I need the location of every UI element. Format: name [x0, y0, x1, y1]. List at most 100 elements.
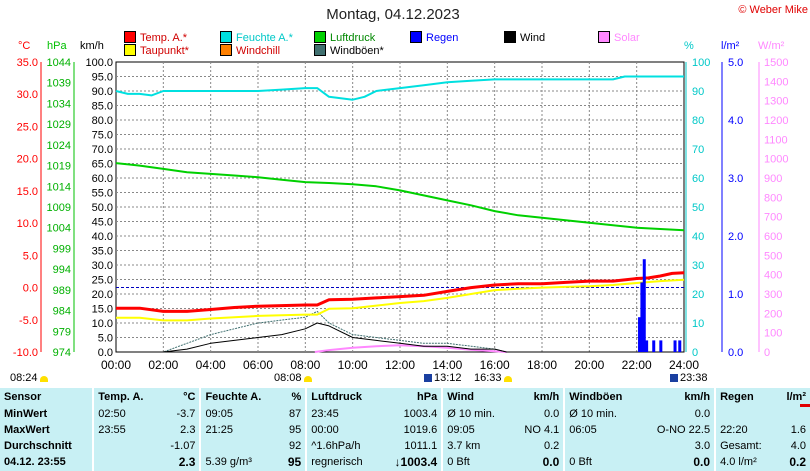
legend-item: Regen [410, 31, 458, 44]
stats-cell: 02:50 [92, 406, 160, 423]
temp-tick-label: 0.0 [23, 283, 38, 295]
sun-icon [503, 376, 512, 382]
wind-tick-label: 40.0 [92, 231, 113, 243]
wind-tick-label: 30.0 [92, 260, 113, 272]
rain-bar [640, 282, 644, 352]
noon-time: 13:12 [434, 372, 462, 384]
x-tick-label: 10:00 [338, 358, 368, 372]
stats-cell: 2.3 [178, 455, 196, 470]
moonset-time: 23:38 [680, 372, 708, 384]
x-tick-label: 16:00 [480, 358, 510, 372]
stats-row-label: Durchschnitt [4, 440, 72, 453]
temp-tick-label: 35.0 [17, 57, 38, 69]
stats-cell [199, 438, 280, 455]
moonset-marker: 23:38 [670, 372, 708, 384]
legend-item: Windchill [220, 44, 280, 57]
stats-cell: 0.2 [543, 440, 560, 453]
stats-cell: 0.0 [543, 407, 560, 420]
stats-cell: NO 4.1 [524, 424, 560, 436]
stats-cell: 5.39 g/m³ [199, 454, 280, 471]
solar-tick-label: 300 [764, 289, 782, 301]
stats-row-label: MinWert [4, 407, 48, 420]
stats-cell: 1003.4 [403, 407, 438, 420]
temp-tick-label: 25.0 [17, 121, 38, 133]
chart-title: Montag, 04.12.2023 [0, 6, 810, 23]
stats-cell: 22:20 [714, 422, 777, 439]
rain-bar [673, 340, 677, 352]
pressure-tick-label: 1044 [47, 57, 71, 69]
wind-tick-label: 25.0 [92, 275, 113, 287]
copyright-label: © Weber Mike [738, 4, 808, 16]
solar-tick-label: 1000 [764, 154, 788, 166]
solar-tick-label: 1500 [764, 57, 788, 69]
rain-bar [659, 340, 663, 352]
x-tick-label: 22:00 [622, 358, 652, 372]
stats-cell: 0.0 [694, 407, 711, 420]
solar-tick-label: 700 [764, 212, 782, 224]
wind-tick-label: 20.0 [92, 289, 113, 301]
stats-header-hum: Feuchte A. [199, 388, 280, 407]
wind-tick-label: 70.0 [92, 144, 113, 156]
humidity-tick-label: 10 [692, 318, 704, 330]
humidity-tick-label: 90 [692, 86, 704, 98]
stats-cell: 4.0 [790, 440, 806, 453]
pressure-tick-label: 999 [53, 243, 71, 255]
legend-item: Luftdruck [314, 31, 375, 44]
stats-cell: 95 [288, 424, 302, 436]
legend-swatch [504, 31, 516, 43]
pressure-tick-label: 979 [53, 326, 71, 338]
humidity-tick-label: 30 [692, 260, 704, 272]
rain-bar [652, 340, 656, 352]
series-line-luftdruck [115, 162, 685, 232]
temp-unit-label: °C [18, 40, 31, 52]
humidity-tick-label: 50 [692, 202, 704, 214]
stats-header-wind: Wind [441, 388, 512, 407]
legend-label: Taupunkt* [140, 45, 189, 57]
stats-cell: 92 [288, 440, 302, 453]
wind-tick-label: 90.0 [92, 86, 113, 98]
stats-cell: 4.0 l/m² [714, 454, 777, 471]
legend-swatch [314, 44, 326, 56]
legend-label: Feuchte A.* [236, 32, 293, 44]
wind-unit-label: km/h [80, 40, 104, 52]
rain-bar [638, 317, 642, 352]
solar-tick-label: 400 [764, 270, 782, 282]
pressure-tick-label: 1014 [47, 181, 71, 193]
humidity-tick-label: 70 [692, 144, 704, 156]
pressure-tick-label: 1034 [47, 98, 71, 110]
wind-tick-label: 55.0 [92, 188, 113, 200]
humidity-tick-label: 40 [692, 231, 704, 243]
temp-tick-label: 15.0 [17, 186, 38, 198]
stats-cell: 06:05 [563, 422, 640, 439]
stats-cell: 0.2 [789, 455, 806, 470]
temp-tick-label: 10.0 [17, 218, 38, 230]
pressure-tick-label: 989 [53, 285, 71, 297]
rain-bar [642, 259, 646, 352]
pressure-tick-label: 1019 [47, 161, 71, 173]
moon-icon [424, 374, 432, 382]
stats-header-temp: Temp. A. [92, 388, 160, 407]
legend-label: Wind [520, 32, 546, 44]
stats-cell: 09:05 [441, 422, 512, 439]
temp-tick-label: 5.0 [23, 250, 38, 262]
stats-cell: 0.0 [693, 455, 711, 470]
wind-tick-label: 5.0 [98, 333, 113, 345]
stats-cell: O-NO 22.5 [656, 424, 711, 436]
legend-swatch [598, 31, 610, 43]
legend-item: Taupunkt* [124, 44, 189, 57]
temp-tick-label: 30.0 [17, 89, 38, 101]
legend-swatch [220, 44, 232, 56]
solar-tick-label: 1400 [764, 76, 788, 88]
wind-tick-label: 80.0 [92, 115, 113, 127]
legend-label: Windböen* [330, 45, 384, 57]
x-tick-label: 02:00 [148, 358, 178, 372]
x-tick-label: 24:00 [669, 358, 699, 372]
stats-cell [92, 438, 160, 455]
legend-swatch [124, 44, 136, 56]
stats-row-max: MaxWert 23:55 2.3 21:25 95 00:00 1019.6 … [0, 422, 810, 439]
stats-cell: 3.0 [694, 440, 711, 453]
solar-tick-label: 900 [764, 173, 782, 185]
solar-tick-label: 1200 [764, 115, 788, 127]
x-tick-label: 20:00 [574, 358, 604, 372]
sun-icon [303, 376, 312, 382]
